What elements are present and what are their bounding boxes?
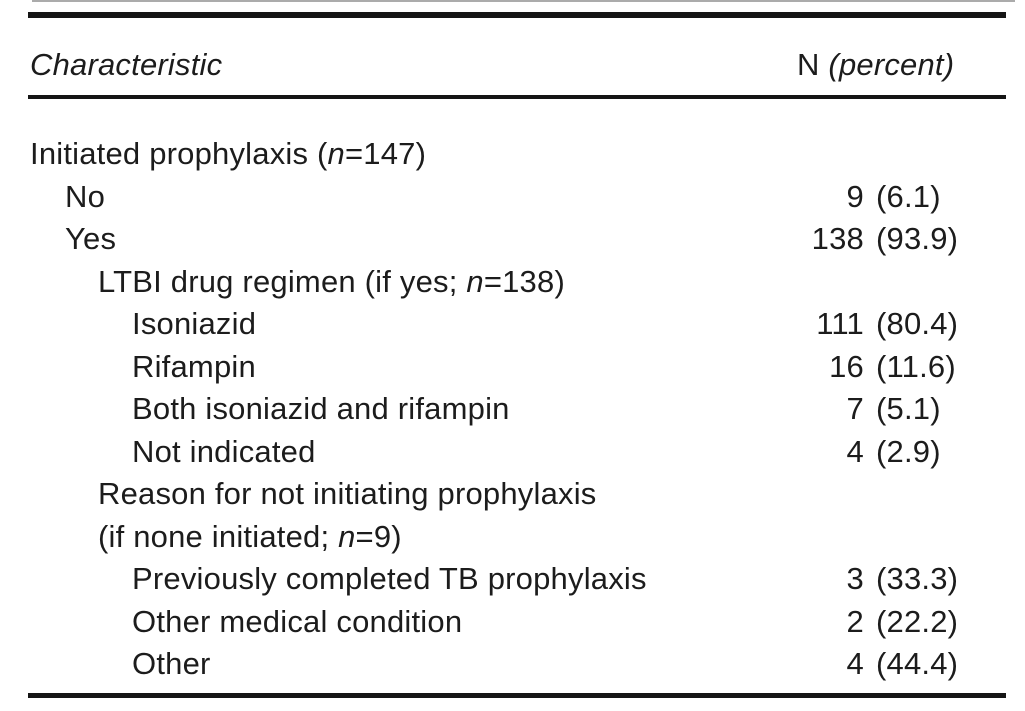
table-row: LTBI drug regimen (if yes; n=138)	[0, 261, 1025, 304]
row-label-segment: =138)	[483, 263, 565, 299]
row-count: 111	[816, 306, 864, 341]
table-row: (if none initiated; n=9)	[0, 516, 1025, 559]
table-row: Other medical condition 2 (22.2)	[0, 601, 1025, 644]
row-percent: (93.9)	[876, 221, 959, 256]
row-label: Previously completed TB prophylaxis	[0, 561, 647, 597]
table-rule-header-separator	[28, 95, 1006, 99]
table-rule-bottom	[28, 693, 1006, 698]
row-label-segment: Yes	[65, 221, 117, 257]
row-label: Initiated prophylaxis (n=147)	[0, 136, 426, 172]
row-label: Reason for not initiating prophylaxis	[0, 476, 597, 512]
row-percent: (2.9)	[876, 433, 941, 469]
row-label-segment: (if none initiated;	[98, 518, 339, 554]
row-label: Isoniazid	[0, 306, 256, 342]
row-label: (if none initiated; n=9)	[0, 519, 402, 555]
row-count: 4	[846, 646, 864, 681]
row-label-segment: Previously completed TB prophylaxis	[132, 561, 647, 597]
row-label-segment: LTBI drug regimen (if yes;	[98, 263, 467, 299]
row-label-italic-segment: n	[338, 518, 356, 554]
column-header-characteristic: Characteristic	[30, 47, 223, 82]
row-label-segment: Other	[132, 646, 211, 682]
row-label-segment: Not indicated	[132, 433, 316, 469]
row-label-italic-segment: n	[466, 263, 484, 299]
row-percent: (22.2)	[876, 603, 959, 639]
row-label-segment: Other medical condition	[132, 603, 463, 639]
row-label-segment: =9)	[355, 518, 402, 554]
row-label-italic-segment: n	[327, 136, 345, 172]
row-label: LTBI drug regimen (if yes; n=138)	[0, 264, 565, 300]
row-percent: (11.6)	[876, 348, 956, 384]
row-label: Other medical condition	[0, 604, 462, 640]
table-row: Reason for not initiating prophylaxis	[0, 473, 1025, 516]
row-label: Rifampin	[0, 349, 256, 385]
row-count: 4	[846, 433, 864, 469]
row-label-segment: Reason for not initiating prophylaxis	[98, 476, 597, 512]
table-row: Both isoniazid and rifampin 7 (5.1)	[0, 388, 1025, 431]
table-row: Yes 138 (93.9)	[0, 218, 1025, 261]
table-row: No 9 (6.1)	[0, 176, 1025, 219]
row-label-segment: Both isoniazid and rifampin	[132, 391, 510, 427]
row-label-segment: =147)	[344, 136, 427, 172]
row-count: 9	[846, 178, 864, 214]
row-percent: (6.1)	[876, 178, 941, 214]
table-rule-top	[28, 12, 1006, 18]
row-label-segment: Isoniazid	[132, 306, 257, 342]
row-count: 3	[846, 561, 864, 596]
table-row: Other 4 (44.4)	[0, 643, 1025, 686]
table-row: Not indicated 4 (2.9)	[0, 431, 1025, 474]
row-label: Yes	[0, 221, 116, 257]
table-row: Isoniazid 111 (80.4)	[0, 303, 1025, 346]
row-label: Other	[0, 646, 211, 682]
row-percent: (80.4)	[876, 306, 959, 341]
row-percent: (33.3)	[876, 561, 959, 596]
column-header-n-percent: N (percent)	[797, 47, 954, 83]
row-label-segment: Rifampin	[132, 348, 256, 384]
row-label: No	[0, 179, 105, 215]
row-percent: (44.4)	[876, 646, 959, 681]
row-label: Not indicated	[0, 434, 316, 470]
row-count: 138	[811, 221, 864, 256]
row-label: Both isoniazid and rifampin	[0, 391, 510, 427]
table-row: Previously completed TB prophylaxis 3 (33.…	[0, 558, 1025, 601]
percent-label: (percent)	[828, 47, 955, 82]
row-count: 7	[846, 391, 864, 426]
top-crop-artifact-line	[32, 0, 1015, 2]
row-label-segment: No	[65, 178, 106, 214]
row-label-segment: Initiated prophylaxis (	[30, 136, 328, 172]
row-count: 16	[829, 348, 864, 384]
table-row: Rifampin 16 (11.6)	[0, 346, 1025, 389]
table-row: Initiated prophylaxis (n=147)	[0, 133, 1025, 176]
n-label: N	[797, 47, 820, 82]
table-body: Initiated prophylaxis (n=147) No 9 (6.1) Yes…	[0, 133, 1025, 686]
row-percent: (5.1)	[876, 391, 941, 426]
row-count: 2	[846, 603, 864, 639]
